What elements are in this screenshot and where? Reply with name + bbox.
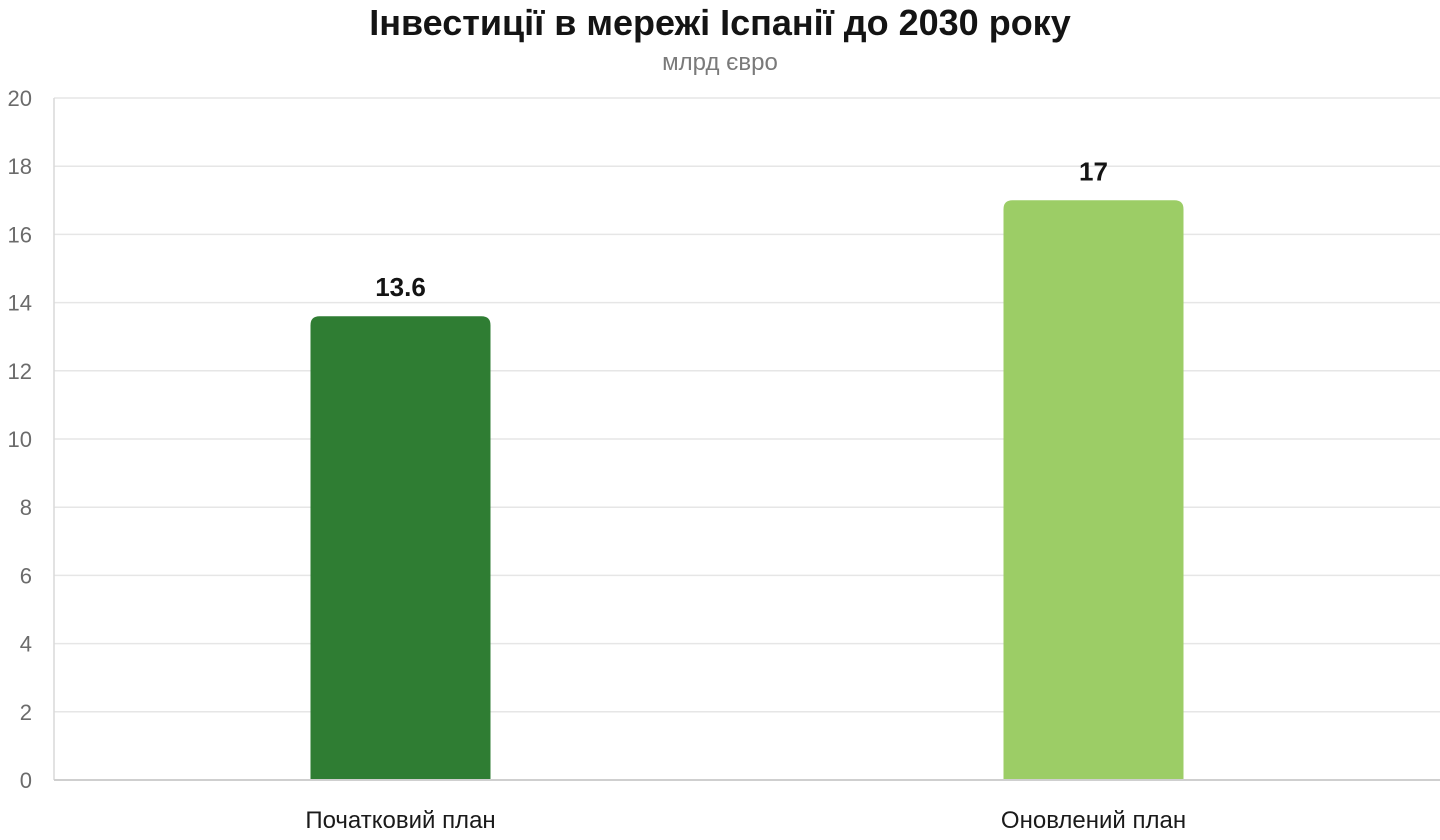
y-tick-label: 12 bbox=[8, 359, 32, 384]
x-tick-label: Початковий план bbox=[305, 807, 495, 834]
data-label: 17 bbox=[1079, 156, 1108, 186]
bar bbox=[310, 316, 491, 780]
y-tick-label: 14 bbox=[8, 291, 32, 316]
chart-subtitle: млрд євро bbox=[662, 49, 778, 76]
chart-title: Інвестиції в мережі Іспанії до 2030 року bbox=[369, 2, 1071, 43]
y-tick-label: 16 bbox=[8, 222, 32, 247]
y-tick-label: 6 bbox=[20, 563, 32, 588]
y-tick-label: 18 bbox=[8, 154, 32, 179]
y-tick-label: 0 bbox=[20, 768, 32, 793]
y-tick-label: 4 bbox=[20, 632, 32, 657]
y-tick-label: 2 bbox=[20, 700, 32, 725]
bar bbox=[1003, 200, 1184, 781]
y-tick-label: 8 bbox=[20, 495, 32, 520]
data-label: 13.6 bbox=[375, 272, 426, 302]
y-tick-label: 20 bbox=[8, 86, 32, 111]
x-tick-label: Оновлений план bbox=[1001, 807, 1186, 834]
y-tick-label: 10 bbox=[8, 427, 32, 452]
